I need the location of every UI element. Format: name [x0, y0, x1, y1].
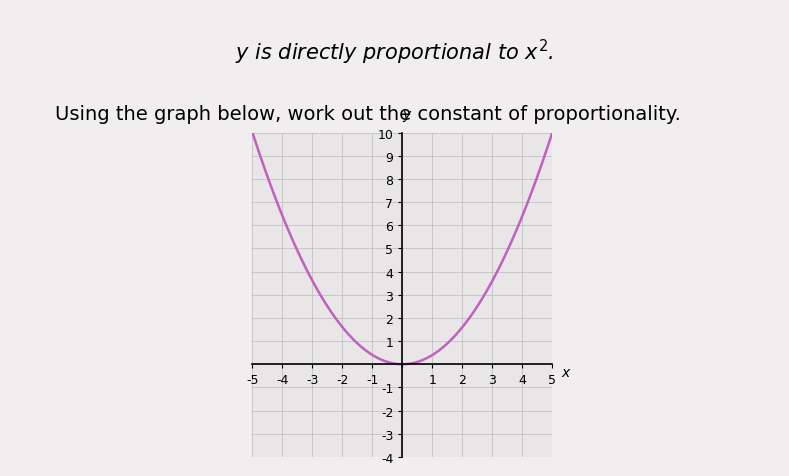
Text: Using the graph below, work out the constant of proportionality.: Using the graph below, work out the cons… [55, 105, 681, 124]
Text: $y$ is directly proportional to $x^2$.: $y$ is directly proportional to $x^2$. [235, 38, 554, 67]
Text: y: y [402, 108, 411, 122]
Text: x: x [562, 366, 570, 379]
